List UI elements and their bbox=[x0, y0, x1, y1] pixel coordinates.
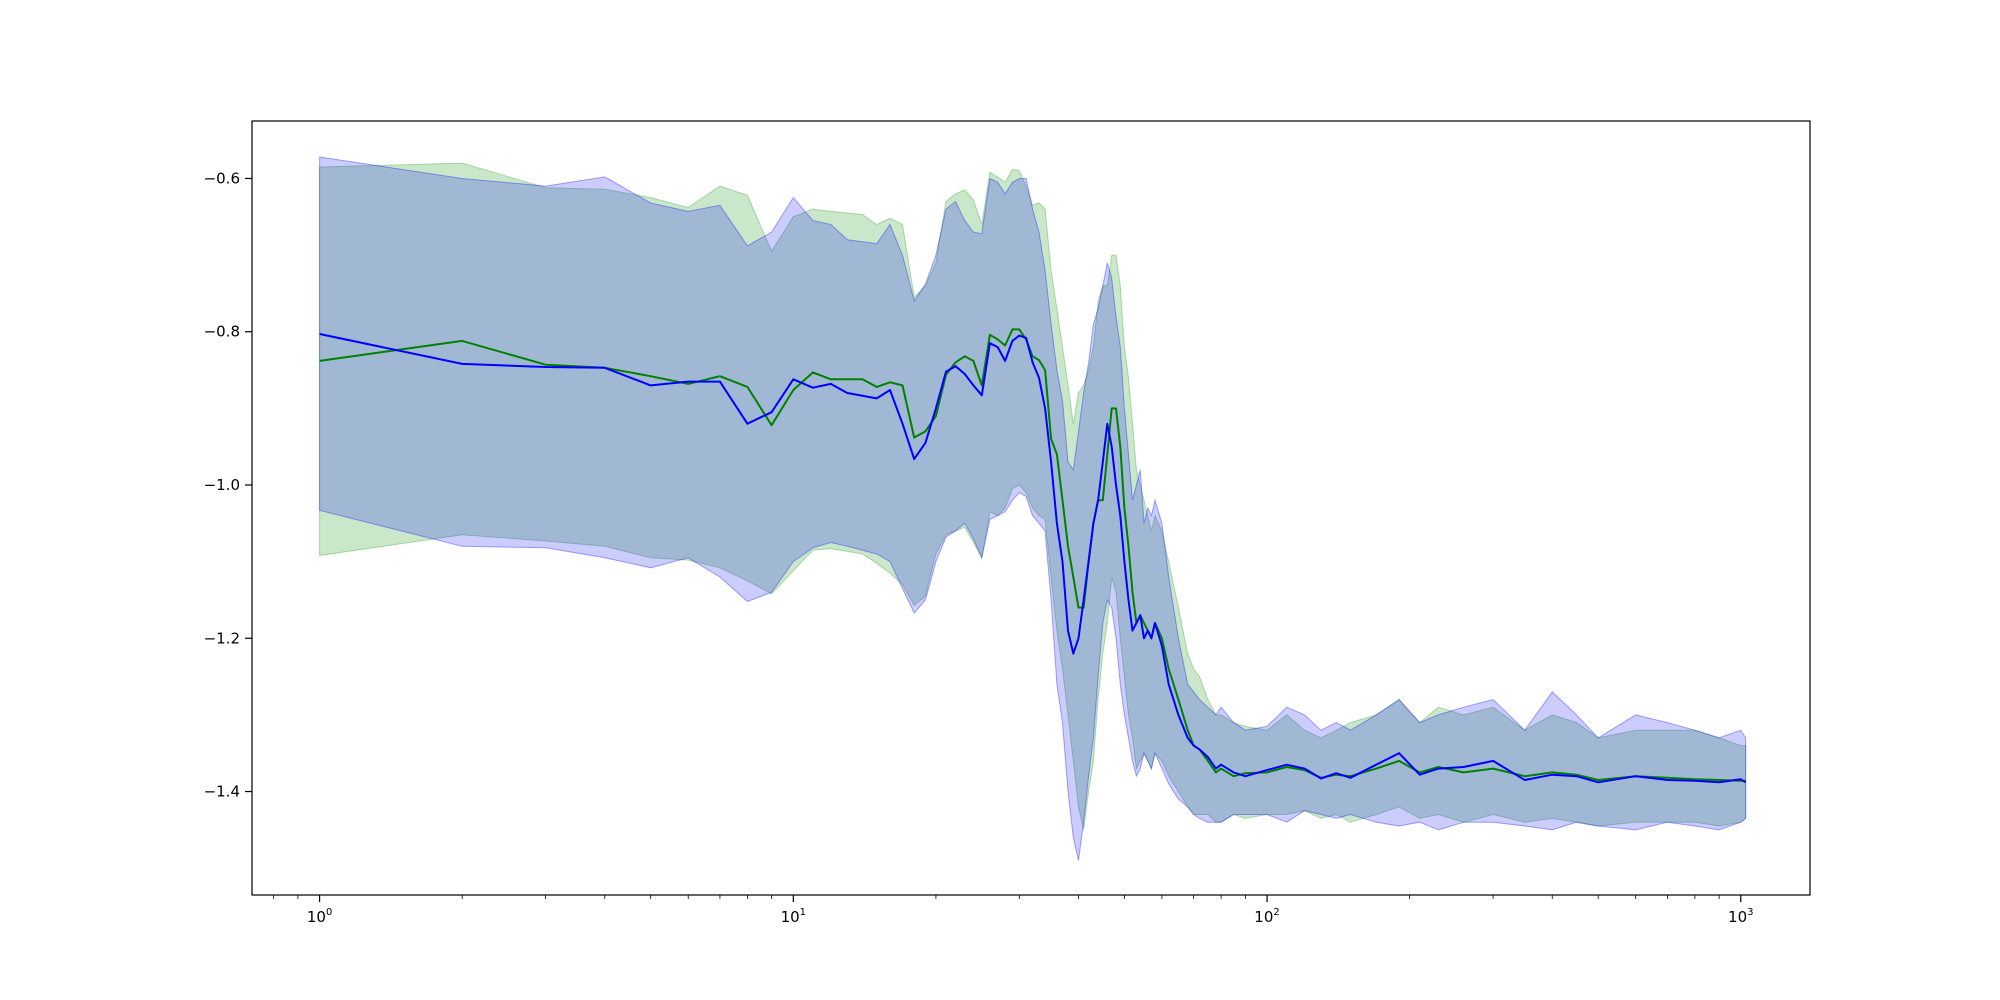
plot-frame bbox=[251, 120, 1811, 896]
confidence-bands bbox=[319, 156, 1747, 861]
x-tick-label: 102 bbox=[1254, 907, 1279, 926]
x-axis: 100 101 102 103 bbox=[273, 895, 1754, 926]
y-tick-label: −0.6 bbox=[204, 169, 240, 187]
series-2-line bbox=[319, 333, 1747, 784]
series-1-band bbox=[319, 162, 1747, 831]
x-tick-label: 101 bbox=[781, 907, 806, 926]
series-2-band bbox=[319, 156, 1747, 861]
x-tick-label: 100 bbox=[307, 907, 332, 926]
series-lines bbox=[319, 328, 1747, 784]
y-tick-label: −1.2 bbox=[204, 629, 240, 647]
x-tick-label: 103 bbox=[1728, 907, 1753, 926]
y-tick-label: −0.8 bbox=[204, 323, 240, 341]
y-axis: −0.6 −0.8 −1.0 −1.2 −1.4 bbox=[204, 169, 252, 801]
y-tick-label: −1.0 bbox=[204, 476, 240, 494]
y-tick-label: −1.4 bbox=[204, 783, 240, 801]
